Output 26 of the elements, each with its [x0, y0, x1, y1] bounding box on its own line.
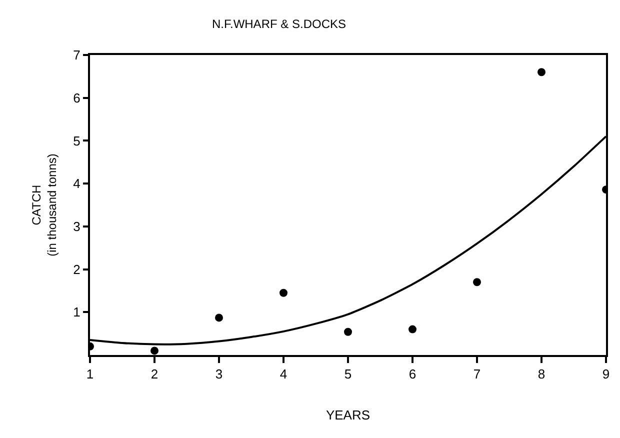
- x-tick-label: 8: [538, 366, 546, 382]
- y-tick-label: 1: [73, 304, 80, 320]
- y-tick-label: 4: [73, 176, 80, 192]
- point: [150, 346, 158, 355]
- x-tick-label: 6: [408, 366, 416, 382]
- x-tick-label: 9: [602, 366, 610, 382]
- x-tick-label: 7: [473, 366, 481, 382]
- y-tick-label: 5: [73, 133, 80, 148]
- y-tick-label: 6: [73, 90, 80, 106]
- point: [280, 288, 288, 297]
- point: [473, 278, 481, 286]
- point: [215, 314, 223, 322]
- x-tick-label: 3: [215, 366, 223, 382]
- x-tick-label: 1: [86, 366, 94, 382]
- y-axis-title: CATCH (in thousand tonns): [29, 154, 59, 256]
- x-tick-label: 5: [344, 366, 352, 382]
- y-tick-label: 2: [73, 262, 80, 277]
- y-tick-label: 7: [73, 48, 80, 63]
- y-tick-label: 3: [73, 218, 80, 234]
- point: [344, 328, 352, 336]
- x-axis-title: YEARS: [326, 408, 370, 423]
- chart-title: N.F.WHARF & S.DOCKS: [212, 17, 346, 32]
- x-tick-label: 4: [280, 366, 288, 382]
- point: [408, 325, 416, 334]
- x-tick-label: 2: [150, 366, 158, 382]
- point: [538, 68, 546, 76]
